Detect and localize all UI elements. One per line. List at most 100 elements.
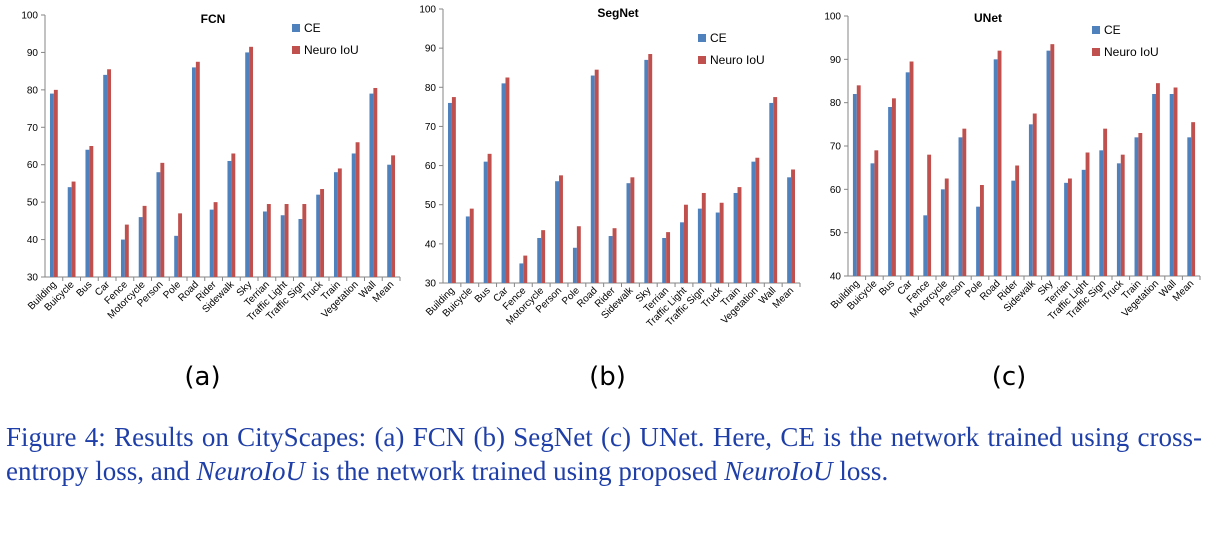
- neuroiou-bar-terrian: [666, 232, 671, 283]
- ce-bar-terrian: [662, 237, 667, 283]
- y-tick-label: 100: [824, 12, 841, 23]
- chart-panel-fcn: 30 40 50 60 70 80 90 100 Building Buicycle Bus Car F…: [0, 0, 405, 410]
- neuroiou-bar-bus: [892, 98, 896, 276]
- neuroiou-bar-sidewalk: [1032, 113, 1037, 276]
- figure-caption: Figure 4: Results on CityScapes: (a) FCN…: [6, 420, 1202, 488]
- neuroiou-bar-person: [160, 162, 165, 277]
- ce-bar-person: [958, 137, 963, 276]
- ce-bar-traffic-sign: [697, 208, 702, 283]
- segnet-bar-chart: 30405060708090100BuildingBuicycleBusCarF…: [419, 5, 801, 330]
- category-label: Bus: [473, 285, 493, 305]
- y-tick-label: 40: [830, 272, 842, 283]
- ce-bar-bus: [483, 161, 488, 283]
- neuroiou-bar-person: [559, 175, 563, 283]
- ce-bar-car: [103, 74, 108, 277]
- neuroiou-bar-fence: [124, 224, 129, 277]
- neuroiou-bar-motorcycle: [541, 230, 546, 283]
- y-tick-label: 40: [425, 239, 437, 250]
- ce-bar-traffic-sign: [298, 218, 303, 277]
- ce-bar-bus: [888, 107, 892, 276]
- category-label: Mean: [371, 279, 396, 304]
- y-tick-label: 70: [27, 123, 39, 134]
- ce-bar-traffic-light: [1081, 169, 1086, 276]
- neuroiou-bar-rider: [612, 228, 617, 283]
- neuroiou-bar-sidewalk: [630, 177, 635, 283]
- legend-swatch-ce: [1092, 26, 1100, 34]
- ce-bar-pole: [976, 206, 980, 276]
- ce-bar-building: [49, 93, 54, 277]
- y-tick-label: 80: [27, 85, 39, 96]
- legend-label-neuroiou: Neuro IoU: [304, 43, 359, 57]
- neuroiou-bar-building: [53, 89, 58, 277]
- chart-panel-unet: 40 50 60 70 80 90 100 Building Buicycle Bus Car Fen…: [810, 0, 1208, 410]
- neuroiou-bar-car: [107, 69, 112, 278]
- y-tick-label: 90: [425, 44, 437, 55]
- unet-bar-chart: 405060708090100BuildingBuicycleBusCarFen…: [824, 11, 1201, 323]
- ce-bar-mean: [387, 164, 392, 277]
- neuroiou-bar-wall: [773, 97, 778, 283]
- ce-bar-wall: [369, 93, 374, 277]
- caption-suffix: loss.: [832, 456, 889, 486]
- neuroiou-bar-truck: [719, 202, 724, 283]
- ce-bar-road: [191, 67, 196, 278]
- ce-bar-sidewalk: [227, 160, 232, 277]
- ce-bar-vegetation: [351, 153, 356, 277]
- neuroiou-bar-car: [909, 61, 914, 276]
- ce-bar-sky: [1046, 50, 1051, 276]
- y-tick-label: 30: [27, 273, 39, 284]
- legend-label-ce: CE: [710, 31, 727, 45]
- neuroiou-bar-mean: [1191, 122, 1196, 277]
- neuroiou-bar-pole: [980, 185, 984, 276]
- chart-title: SegNet: [597, 6, 638, 20]
- ce-bar-road: [590, 75, 595, 284]
- neuroiou-bar-vegetation: [1156, 83, 1160, 277]
- ce-bar-mean: [1187, 137, 1192, 276]
- ce-bar-sky: [644, 59, 649, 284]
- neuroiou-bar-motorcycle: [944, 178, 949, 276]
- y-tick-label: 100: [419, 5, 436, 16]
- y-tick-label: 90: [830, 55, 842, 66]
- panel-label-b: (b): [589, 362, 626, 392]
- neuroiou-bar-traffic-sign: [1103, 128, 1108, 276]
- neuroiou-bar-road: [594, 69, 599, 284]
- ce-bar-person: [555, 181, 560, 283]
- ce-bar-truck: [1116, 163, 1121, 276]
- y-tick-label: 50: [27, 198, 39, 209]
- neuroiou-bar-wall: [373, 87, 378, 277]
- ce-bar-sky: [245, 52, 250, 277]
- ce-bar-train: [1134, 137, 1139, 276]
- neuroiou-bar-buicycle: [874, 150, 879, 276]
- ce-bar-rider: [209, 209, 214, 277]
- ce-bar-rider: [608, 236, 613, 283]
- legend-swatch-neuroiou: [698, 56, 706, 64]
- neuroiou-bar-traffic-light: [284, 204, 289, 277]
- chart-title: FCN: [201, 12, 226, 26]
- category-label: Bus: [75, 279, 95, 299]
- ce-bar-car: [501, 83, 506, 283]
- neuroiou-bar-truck: [320, 189, 325, 277]
- y-tick-label: 70: [425, 122, 437, 133]
- caption-middle: is the network trained using proposed: [304, 456, 725, 486]
- ce-bar-fence: [923, 215, 928, 276]
- neuroiou-bar-traffic-sign: [302, 204, 307, 277]
- legend-label-neuroiou: Neuro IoU: [1104, 45, 1159, 59]
- neuroiou-bar-mean: [391, 155, 396, 277]
- caption-neuroiou-1: NeuroIoU: [196, 456, 305, 486]
- neuroiou-bar-buicycle: [71, 181, 76, 277]
- ce-bar-traffic-sign: [1099, 150, 1104, 276]
- ce-bar-truck: [715, 212, 720, 283]
- legend-swatch-neuroiou: [292, 46, 300, 54]
- ce-bar-wall: [1169, 94, 1174, 276]
- ce-bar-buicycle: [870, 163, 875, 276]
- neuroiou-bar-fence: [927, 154, 932, 276]
- y-tick-label: 90: [27, 48, 39, 59]
- ce-bar-traffic-light: [280, 215, 285, 277]
- ce-bar-pole: [572, 247, 577, 283]
- ce-bar-fence: [519, 263, 524, 283]
- ce-bar-building: [852, 94, 857, 276]
- ce-bar-train: [733, 192, 738, 283]
- neuroiou-bar-wall: [1173, 87, 1178, 276]
- y-tick-label: 50: [830, 228, 842, 239]
- neuroiou-bar-train: [1138, 133, 1143, 276]
- neuroiou-bar-building: [451, 97, 456, 283]
